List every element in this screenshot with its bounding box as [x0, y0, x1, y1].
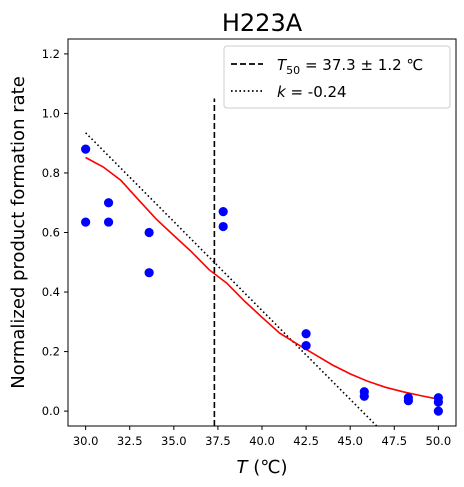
- legend-label: k = -0.24: [277, 83, 347, 101]
- legend-rest: = -0.24: [286, 83, 347, 101]
- x-axis-label: T (℃): [237, 457, 288, 478]
- plot-clip-group: [81, 98, 443, 426]
- data-point: [144, 227, 154, 238]
- data-point: [103, 198, 114, 208]
- data-point: [81, 144, 91, 154]
- data-point: [218, 207, 228, 217]
- y-tick-label: 0.0: [42, 404, 60, 418]
- fit-curve: [85, 156, 439, 400]
- legend-box: [223, 45, 451, 109]
- y-tick-label: 1.0: [42, 106, 60, 120]
- data-point: [433, 406, 443, 416]
- data-point: [301, 329, 311, 339]
- legend-subscript: 50: [286, 64, 300, 77]
- y-tick-label: 0.4: [42, 285, 60, 299]
- plot-area: [81, 98, 443, 426]
- data-point: [81, 217, 91, 227]
- data-point: [144, 268, 154, 278]
- x-tick-label: 30.0: [73, 434, 99, 448]
- legend-rest: = 37.3 ± 1.2 ℃: [300, 56, 423, 74]
- x-tick-label: 35.0: [161, 434, 187, 448]
- slope-line: [85, 132, 378, 426]
- x-tick-label: 45.0: [337, 434, 363, 448]
- x-tick-label: 50.0: [426, 434, 452, 448]
- data-point: [359, 391, 369, 401]
- data-point: [218, 221, 228, 232]
- chart-title: H223A: [222, 9, 303, 37]
- y-axis-label: Normalized product formation rate: [8, 76, 29, 389]
- y-tick-label: 0.2: [42, 345, 60, 359]
- x-tick-label: 40.0: [249, 434, 275, 448]
- x-tick-label: 47.5: [381, 434, 407, 448]
- y-tick-label: 0.8: [42, 166, 60, 180]
- legend-label: T50 = 37.3 ± 1.2 ℃: [277, 56, 423, 77]
- legend-symbol: T: [277, 56, 288, 74]
- x-tick-label: 32.5: [117, 434, 143, 448]
- x-tick-label: 42.5: [293, 434, 319, 448]
- y-tick-label: 1.2: [42, 47, 60, 61]
- x-axis-unit: (℃): [248, 457, 288, 478]
- data-point: [301, 341, 311, 351]
- axes: 30.0 32.5 35.0 37.5 40.0 42.5 45.0 47.5 50.0 0.0 0…: [42, 38, 457, 448]
- data-point: [433, 397, 443, 407]
- data-point: [403, 396, 413, 406]
- x-axis-variable: T: [237, 457, 250, 478]
- x-tick-label: 37.5: [205, 434, 231, 448]
- legend-symbol: k: [277, 83, 287, 101]
- y-tick-label: 0.6: [42, 226, 60, 240]
- data-point: [103, 217, 114, 227]
- legend: T50 = 37.3 ± 1.2 ℃ k = -0.24: [223, 45, 451, 109]
